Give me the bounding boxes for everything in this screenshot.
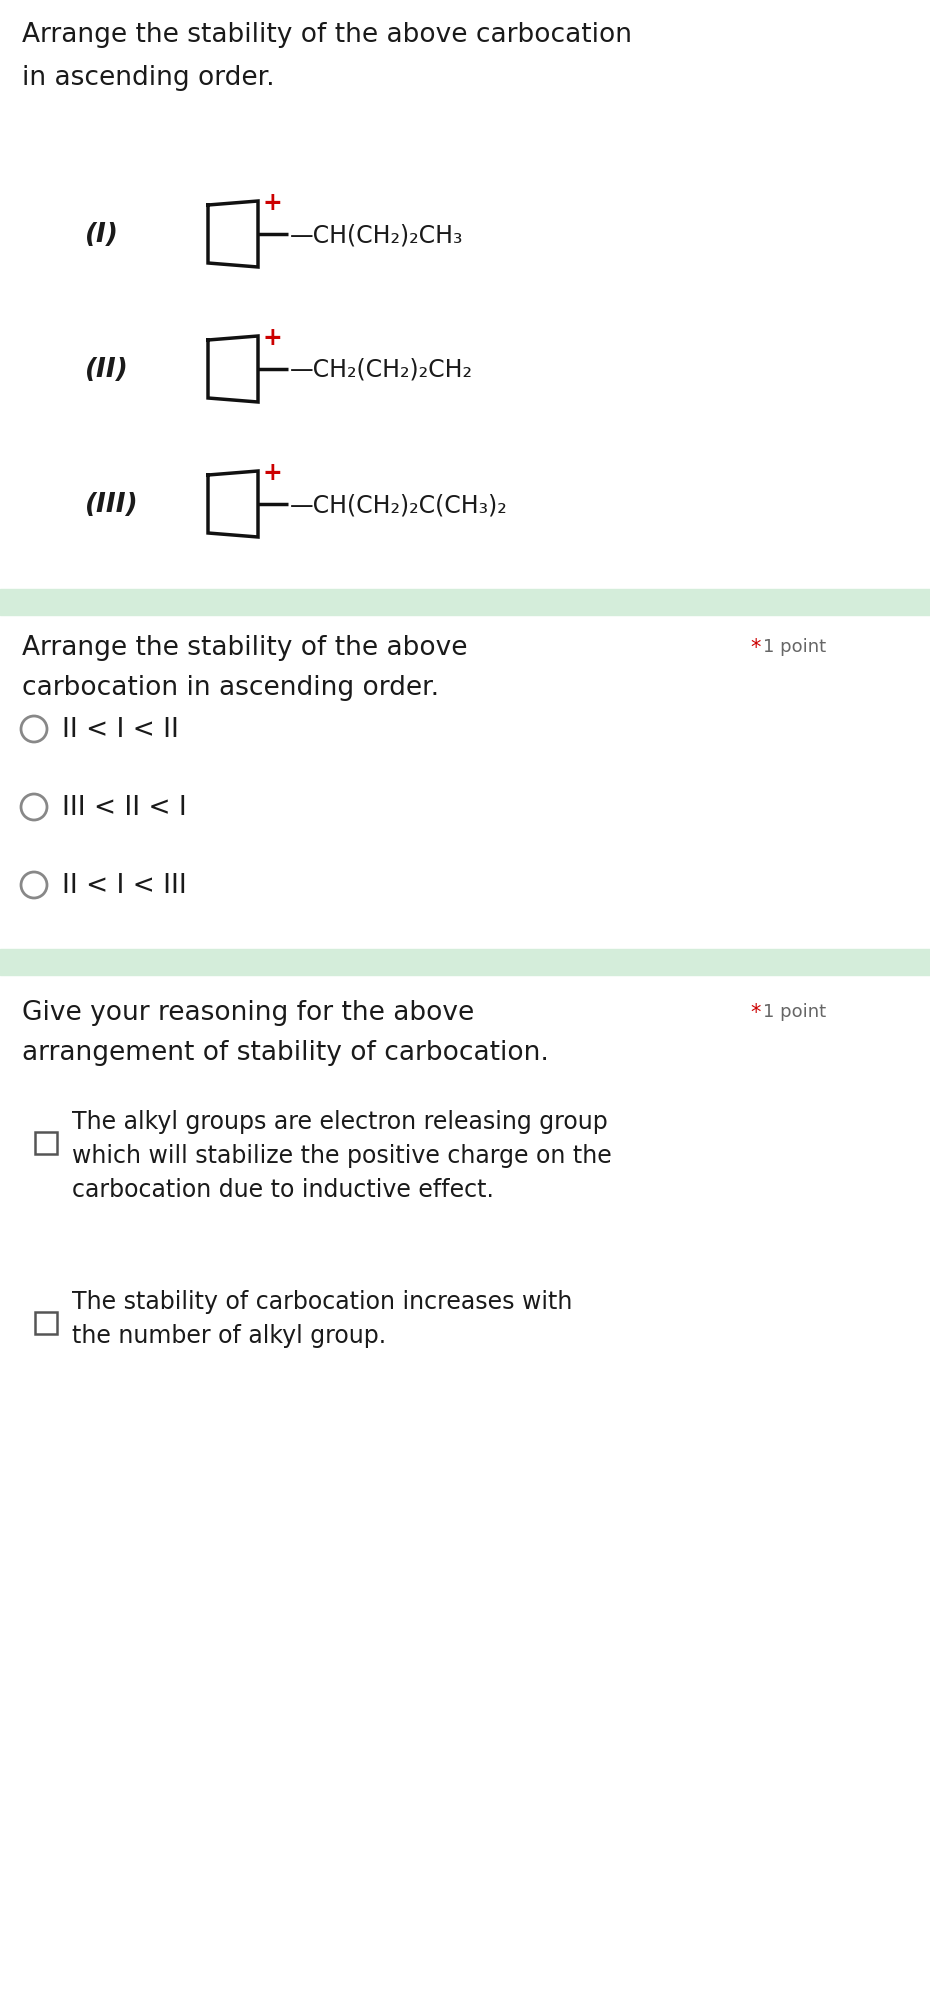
Text: arrangement of stability of carbocation.: arrangement of stability of carbocation. <box>22 1039 549 1065</box>
Text: the number of alkyl group.: the number of alkyl group. <box>72 1323 386 1347</box>
Text: *: * <box>750 638 761 659</box>
Bar <box>35 1313 57 1335</box>
Text: 1 point: 1 point <box>763 638 826 657</box>
Text: The alkyl groups are electron releasing group: The alkyl groups are electron releasing … <box>72 1110 607 1134</box>
Text: The stability of carbocation increases with: The stability of carbocation increases w… <box>72 1289 572 1313</box>
Bar <box>35 1132 57 1154</box>
Text: +: + <box>262 461 282 485</box>
Text: which will stabilize the positive charge on the: which will stabilize the positive charge… <box>72 1144 612 1168</box>
Text: +: + <box>262 191 282 215</box>
Bar <box>0 949 930 975</box>
Text: —CH₂(CH₂)₂CH₂: —CH₂(CH₂)₂CH₂ <box>290 358 473 383</box>
Text: —CH(CH₂)₂C(CH₃)₂: —CH(CH₂)₂C(CH₃)₂ <box>290 493 508 518</box>
Text: carbocation in ascending order.: carbocation in ascending order. <box>22 675 439 701</box>
Text: +: + <box>262 326 282 350</box>
Text: (II): (II) <box>85 356 128 383</box>
Text: carbocation due to inductive effect.: carbocation due to inductive effect. <box>72 1178 494 1202</box>
Text: II < I < II: II < I < II <box>62 717 179 743</box>
Text: Arrange the stability of the above carbocation: Arrange the stability of the above carbo… <box>22 22 632 48</box>
Text: *: * <box>750 1003 761 1023</box>
Text: —CH(CH₂)₂CH₃: —CH(CH₂)₂CH₃ <box>290 224 463 248</box>
Text: (III): (III) <box>85 491 139 518</box>
Text: in ascending order.: in ascending order. <box>22 64 274 91</box>
Text: III < II < I: III < II < I <box>62 796 187 820</box>
Text: Give your reasoning for the above: Give your reasoning for the above <box>22 999 474 1025</box>
Text: II < I < III: II < I < III <box>62 872 187 898</box>
Text: 1 point: 1 point <box>763 1003 826 1021</box>
Bar <box>0 590 930 616</box>
Text: Arrange the stability of the above: Arrange the stability of the above <box>22 634 468 661</box>
Text: (I): (I) <box>85 222 119 248</box>
